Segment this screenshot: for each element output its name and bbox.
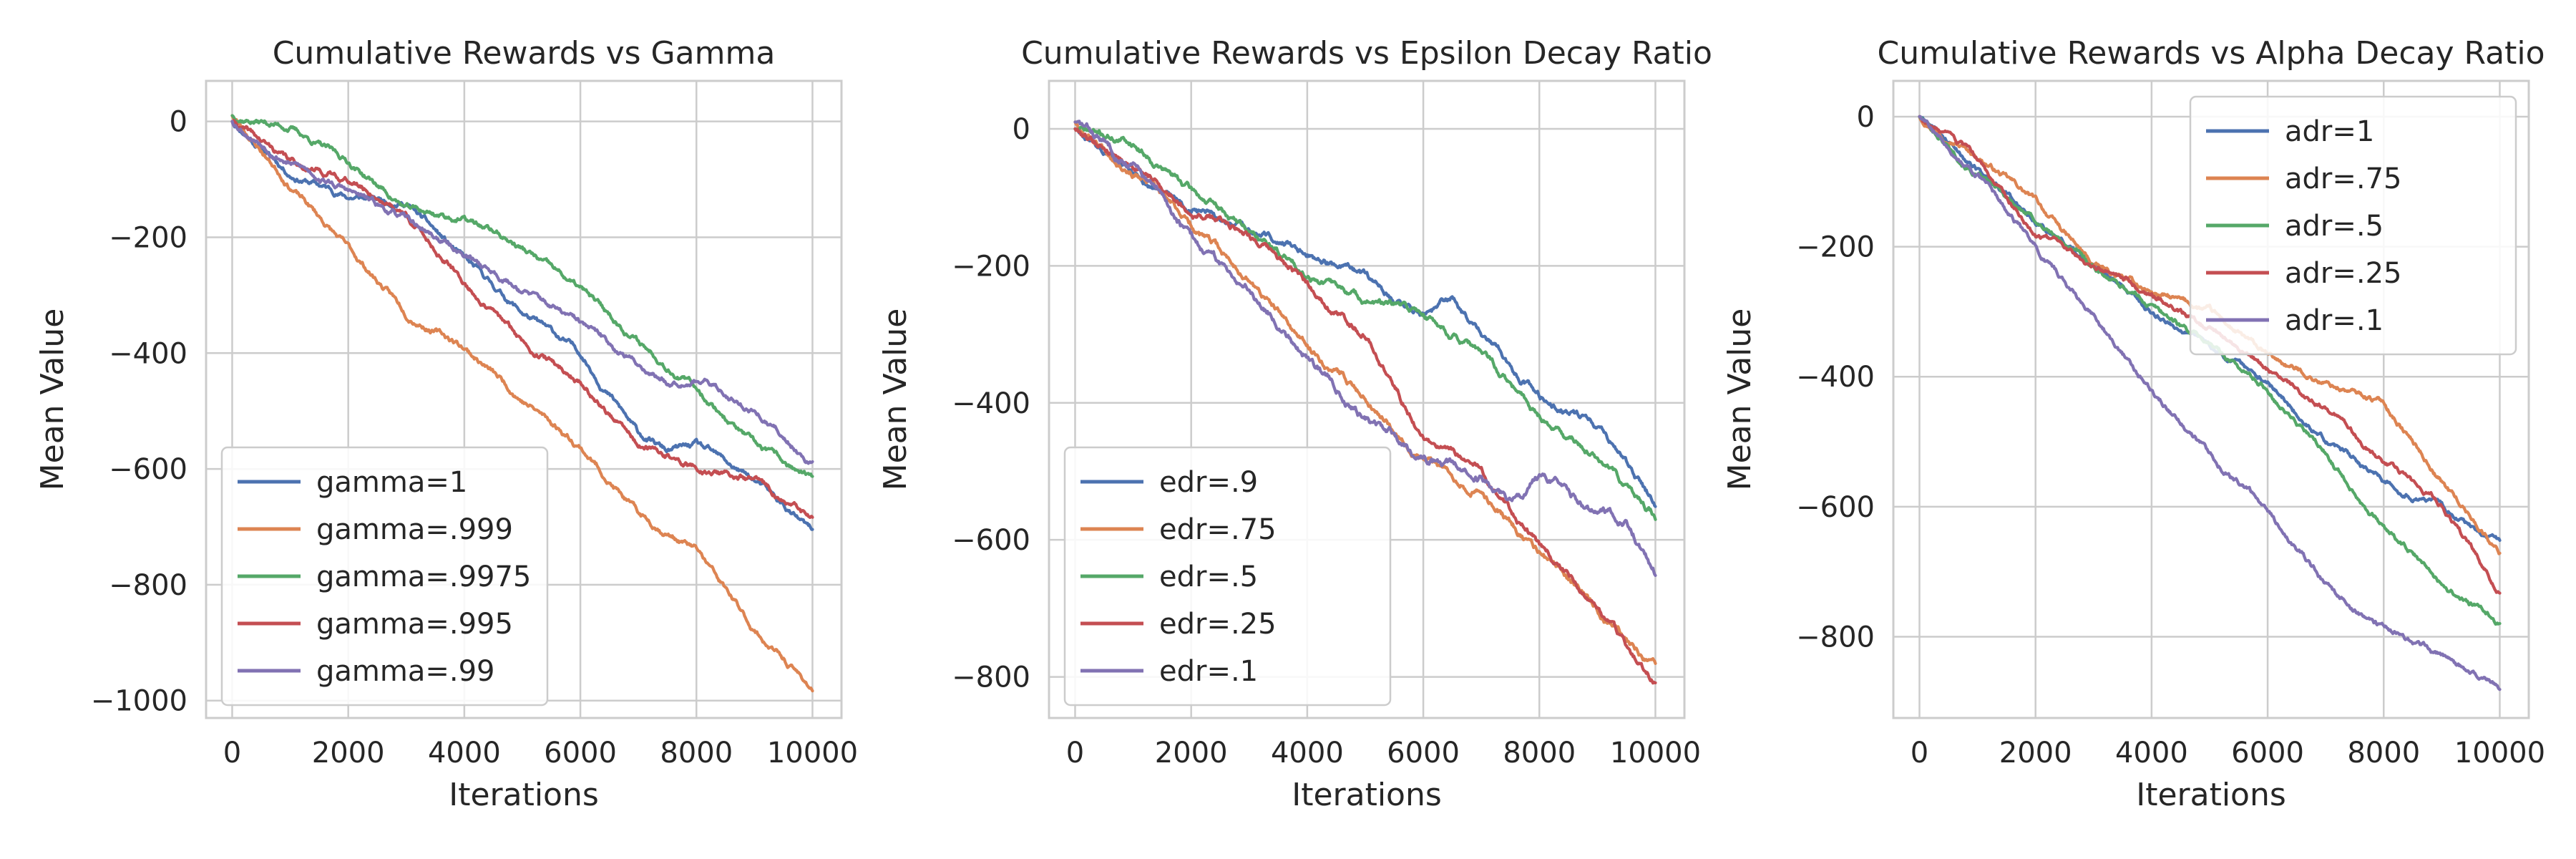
series-line-3 (1073, 125, 1657, 521)
x-tick-label: 10000 (2454, 737, 2545, 770)
x-axis-label: Iterations (1292, 777, 1442, 813)
y-axis-label: Mean Value (877, 309, 914, 491)
y-tick-label: −200 (952, 250, 1030, 283)
series-line-5 (230, 120, 814, 465)
x-axis-label: Iterations (2136, 777, 2286, 813)
legend: adr=1 adr=.75 adr=.5 adr=.25 adr=.1 (2189, 95, 2517, 356)
x-tick-label: 10000 (1610, 737, 1701, 770)
plot-frame (205, 79, 843, 719)
x-tick-label: 0 (1066, 737, 1084, 770)
y-tick-label: −600 (109, 453, 187, 486)
legend-label: gamma=.9975 (316, 560, 531, 593)
x-tick-label: 10000 (767, 737, 858, 770)
y-tick-label: −800 (1796, 621, 1875, 654)
chart-title: Cumulative Rewards vs Gamma (273, 35, 776, 72)
legend-box (2189, 95, 2517, 356)
chart-title: Cumulative Rewards vs Epsilon Decay Rati… (1021, 35, 1712, 72)
y-tick-label: −1000 (91, 685, 187, 718)
x-tick-label: 6000 (1387, 737, 1460, 770)
y-tick-label: −800 (109, 569, 187, 602)
series-line-5 (1073, 120, 1657, 578)
y-axis-label: Mean Value (34, 309, 71, 491)
series-line-1 (230, 120, 814, 531)
legend-label: adr=.25 (2285, 257, 2401, 290)
y-tick-label: 0 (1013, 113, 1030, 146)
legend-label: edr=.9 (1159, 466, 1258, 499)
series-line-3 (230, 114, 814, 478)
x-tick-label: 4000 (1271, 737, 1344, 770)
y-tick-label: −200 (1796, 231, 1875, 264)
y-tick-label: 0 (1857, 101, 1875, 134)
y-tick-label: −200 (109, 221, 187, 254)
legend-label: gamma=.995 (316, 608, 513, 641)
x-tick-label: 0 (1911, 737, 1928, 770)
legend-label: gamma=.99 (316, 655, 494, 688)
legend-label: edr=.25 (1159, 608, 1277, 641)
y-tick-label: 0 (170, 106, 187, 139)
chart-2: 0 2000 4000 6000 8000 10000 0 −200 −400 −600 −800 C… (877, 35, 1712, 813)
x-tick-label: 4000 (2115, 737, 2188, 770)
series-line-4 (1073, 127, 1657, 685)
legend: edr=.9 edr=.75 edr=.5 edr=.25 edr=.1 (1063, 446, 1392, 707)
legend-label: adr=.75 (2285, 162, 2401, 195)
x-tick-label: 8000 (2347, 737, 2420, 770)
y-tick-label: −400 (1796, 361, 1875, 394)
chart-title: Cumulative Rewards vs Alpha Decay Ratio (1877, 35, 2545, 72)
legend-label: edr=.1 (1159, 655, 1258, 688)
y-tick-label: −600 (1796, 491, 1875, 524)
legend-box (220, 446, 549, 707)
chart-1: 0 2000 4000 6000 8000 10000 0 −200 −400 −600 −800 −… (34, 35, 858, 813)
x-tick-label: 8000 (660, 737, 733, 770)
series-line-4 (230, 119, 814, 520)
y-tick-label: −400 (952, 387, 1030, 420)
chart-3: 0 2000 4000 6000 8000 10000 0 −200 −400 −600 −800 C… (1722, 35, 2545, 813)
x-tick-label: 0 (223, 737, 241, 770)
x-axis-label: Iterations (449, 777, 599, 813)
series-line-5 (1918, 115, 2502, 691)
plot-frame (1892, 79, 2530, 719)
legend-label: adr=.5 (2285, 210, 2384, 243)
y-tick-label: −600 (952, 524, 1030, 557)
y-axis-label: Mean Value (1722, 309, 1758, 491)
x-tick-label: 2000 (1999, 737, 2072, 770)
x-tick-label: 2000 (312, 737, 385, 770)
legend: gamma=1 gamma=.999 gamma=.9975 gamma=.995 ga… (220, 446, 549, 707)
legend-box (1063, 446, 1392, 707)
legend-label: gamma=1 (316, 466, 467, 499)
x-tick-label: 8000 (1503, 737, 1576, 770)
series-line-2 (230, 114, 814, 693)
y-tick-label: −800 (952, 661, 1030, 694)
legend-label: adr=1 (2285, 115, 2374, 148)
x-tick-label: 6000 (544, 737, 617, 770)
x-tick-label: 2000 (1155, 737, 1228, 770)
legend-label: edr=.5 (1159, 560, 1258, 593)
legend-label: adr=.1 (2285, 304, 2384, 337)
y-tick-label: −400 (109, 337, 187, 370)
x-tick-label: 4000 (428, 737, 501, 770)
legend-label: edr=.75 (1159, 513, 1277, 546)
x-tick-label: 6000 (2231, 737, 2304, 770)
plot-frame (1048, 79, 1686, 719)
legend-label: gamma=.999 (316, 513, 513, 546)
